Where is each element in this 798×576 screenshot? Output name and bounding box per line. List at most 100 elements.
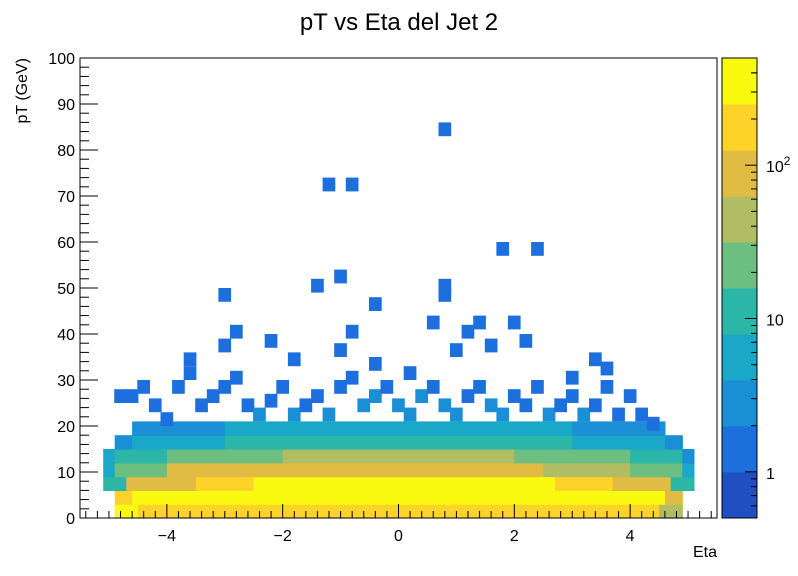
heatmap-cell-7 (195, 398, 208, 413)
heatmap-band-2-cell-5 (612, 476, 672, 491)
heatmap-band-2-cell-6 (670, 476, 695, 491)
y-tick-label: 20 (57, 419, 75, 436)
heatmap-cell-47 (183, 352, 197, 367)
heatmap-cell-67 (311, 278, 324, 293)
heatmap-band-6-cell-2 (572, 421, 666, 436)
heatmap-band-2-cell-3 (253, 476, 556, 491)
heatmap-cell-71 (438, 278, 452, 293)
heatmap-band-1-cell-5 (554, 490, 602, 505)
heatmap-cell-15 (287, 407, 301, 422)
heatmap-cell-4 (160, 412, 174, 426)
heatmap-band-4-cell-1 (114, 449, 168, 464)
x-tick-label: −4 (158, 528, 176, 545)
heatmap-cell-21 (357, 398, 371, 413)
heatmap-cell-33 (496, 407, 510, 422)
heatmap-band-3-cell-0 (103, 462, 116, 478)
heatmap-cell-65 (600, 361, 614, 376)
heatmap-cell-72 (496, 242, 510, 256)
heatmap-cell-34 (507, 389, 521, 403)
heatmap-cell-61 (507, 315, 521, 330)
y-tick-label: 0 (66, 511, 75, 528)
color-scale-segment (722, 150, 757, 197)
y-tick-label: 30 (57, 373, 75, 390)
heatmap-cell-30 (461, 389, 475, 403)
heatmap-cell-52 (334, 343, 347, 357)
x-tick-label: 2 (510, 528, 519, 545)
heatmap-band-3-cell-4 (543, 462, 631, 478)
heatmap-band-5-cell-0 (114, 435, 133, 450)
heatmap-cell-36 (531, 380, 544, 394)
heatmap-cell-41 (589, 398, 602, 413)
heatmap-band-5-cell-1 (132, 435, 226, 450)
heatmap-cell-23 (380, 380, 394, 394)
color-scale-frame (721, 57, 758, 519)
heatmap-band-2-cell-0 (103, 476, 127, 491)
heatmap-band-2-cell-4 (554, 476, 614, 491)
heatmap-cell-54 (369, 357, 382, 371)
heatmap-cell-50 (264, 334, 278, 348)
heatmap-cell-40 (577, 407, 591, 422)
heatmap-band-3-cell-2 (166, 462, 255, 478)
heatmap-cell-76 (438, 122, 452, 137)
y-tick-label: 100 (48, 51, 75, 68)
heatmap-cell-9 (218, 380, 232, 394)
heatmap-cell-29 (450, 407, 463, 422)
heatmap-band-1-cell-0 (114, 490, 133, 505)
color-scale-segment (722, 58, 757, 105)
y-tick-label: 60 (57, 235, 75, 252)
heatmap-cell-3 (148, 398, 162, 413)
heatmap-cell-28 (438, 398, 452, 413)
z-tick-label: 10 (766, 313, 784, 330)
heatmap-cell-2 (137, 380, 150, 394)
heatmap-band-3-cell-1 (114, 462, 168, 478)
color-scale-segment (722, 196, 757, 243)
y-tick-label: 90 (57, 97, 75, 114)
heatmap-cell-51 (287, 352, 301, 367)
heatmap-band-4-cell-6 (682, 449, 695, 464)
heatmap-cell-56 (426, 315, 440, 330)
color-scale-segment (722, 380, 757, 427)
heatmap-band-5-cell-3 (572, 435, 666, 450)
heatmap-cell-37 (542, 407, 556, 422)
z-tick-label: 1 (766, 466, 775, 483)
heatmap-cell-5 (172, 380, 185, 394)
heatmap-band-1-cell-7 (664, 490, 683, 505)
heatmap-cell-57 (450, 343, 463, 357)
x-axis-label: Eta (693, 544, 717, 561)
heatmap-cell-14 (276, 380, 289, 394)
heatmap-cell-64 (589, 352, 602, 367)
heatmap-cell-75 (345, 177, 359, 192)
heatmap-band-4-cell-0 (103, 449, 116, 464)
heatmap-cell-58 (461, 324, 475, 339)
heatmap-band-0-cell-0 (114, 504, 139, 519)
color-scale-segment (722, 242, 757, 289)
heatmap-cell-31 (473, 380, 486, 394)
heatmap-band-1-cell-2 (195, 490, 255, 505)
heatmap-cell-13 (264, 393, 278, 408)
z-tick-exponent: 2 (784, 154, 791, 168)
y-tick-label: 80 (57, 143, 75, 160)
heatmap-cell-24 (392, 398, 405, 413)
color-scale-segment (722, 104, 757, 151)
heatmap-band-1-cell-6 (601, 490, 666, 505)
heatmap-cell-1 (125, 389, 139, 403)
heatmap-cell-16 (299, 398, 313, 413)
heatmap-band-4-cell-2 (166, 449, 284, 464)
heatmap-band-3-cell-3 (253, 462, 544, 478)
heatmap-cell-27 (426, 380, 440, 394)
heatmap-cell-43 (612, 407, 625, 422)
heatmap-cell-19 (334, 380, 347, 394)
y-tick-label: 50 (57, 281, 75, 298)
heatmap-cell-25 (403, 407, 417, 422)
heatmap-band-5-cell-2 (224, 435, 573, 450)
heatmap-cell-17 (311, 389, 324, 403)
heatmap-cell-32 (484, 398, 498, 413)
heatmap-cell-66 (218, 288, 232, 302)
heatmap-cell-46 (646, 416, 660, 431)
heatmap-cell-20 (345, 370, 359, 385)
heatmap-cell-6 (183, 366, 197, 380)
heatmap-cell-38 (554, 398, 567, 413)
heatmap-cell-49 (230, 324, 243, 339)
heatmap-cell-11 (241, 398, 255, 413)
